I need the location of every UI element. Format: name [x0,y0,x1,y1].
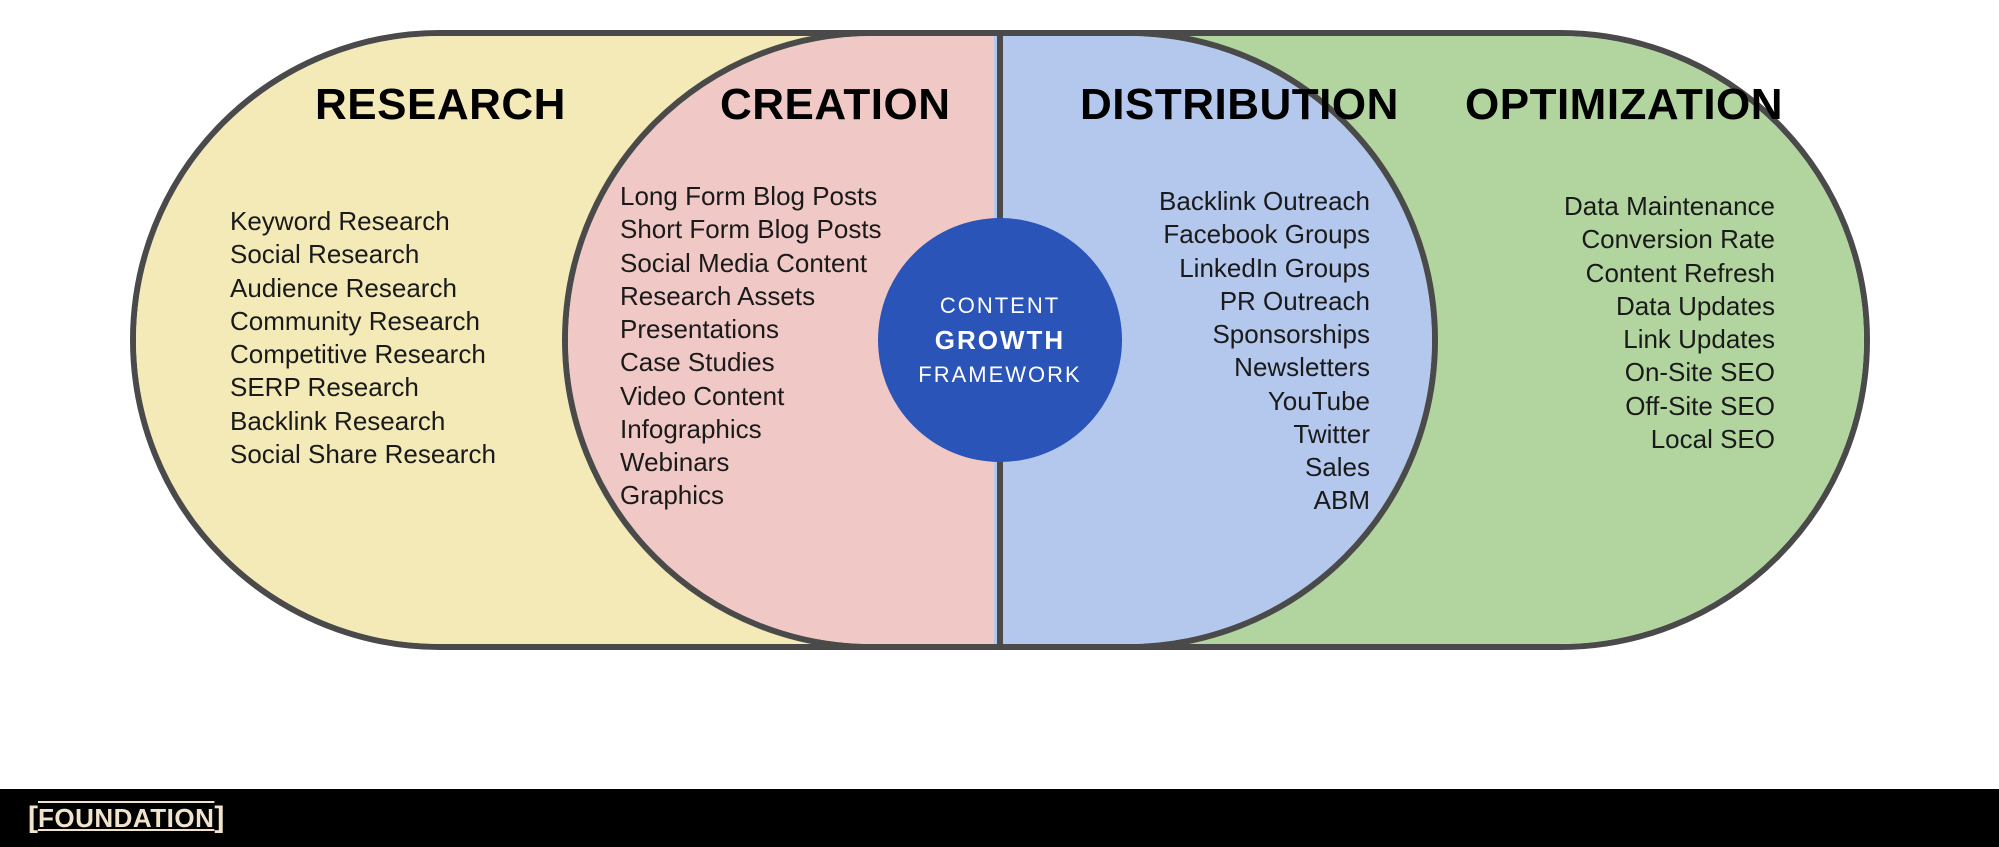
list-item: Community Research [230,305,496,338]
distribution-items: Backlink OutreachFacebook GroupsLinkedIn… [1130,185,1370,518]
list-item: Video Content [620,380,882,413]
list-item: Long Form Blog Posts [620,180,882,213]
list-item: Keyword Research [230,205,496,238]
logo-text: FOUNDATION [38,803,214,834]
list-item: Link Updates [1525,323,1775,356]
list-item: Content Refresh [1525,257,1775,290]
list-item: Sales [1130,451,1370,484]
list-item: YouTube [1130,385,1370,418]
list-item: Social Share Research [230,438,496,471]
optimization-items: Data MaintenanceConversion RateContent R… [1525,190,1775,456]
center-line-2: GROWTH [935,325,1065,356]
list-item: Graphics [620,479,882,512]
list-item: Case Studies [620,346,882,379]
content-growth-diagram: RESEARCH CREATION DISTRIBUTION OPTIMIZAT… [130,30,1870,650]
distribution-title: DISTRIBUTION [1080,80,1399,130]
list-item: Facebook Groups [1130,218,1370,251]
research-title: RESEARCH [315,80,566,130]
research-items: Keyword ResearchSocial ResearchAudience … [230,205,496,471]
center-line-3: FRAMEWORK [918,362,1081,388]
list-item: PR Outreach [1130,285,1370,318]
list-item: On-Site SEO [1525,356,1775,389]
list-item: Short Form Blog Posts [620,213,882,246]
list-item: SERP Research [230,371,496,404]
center-circle: CONTENT GROWTH FRAMEWORK [878,218,1122,462]
list-item: Local SEO [1525,423,1775,456]
list-item: Audience Research [230,272,496,305]
list-item: Data Updates [1525,290,1775,323]
list-item: Webinars [620,446,882,479]
optimization-title: OPTIMIZATION [1465,80,1783,130]
list-item: Conversion Rate [1525,223,1775,256]
creation-items: Long Form Blog PostsShort Form Blog Post… [620,180,882,513]
list-item: Infographics [620,413,882,446]
list-item: Off-Site SEO [1525,390,1775,423]
list-item: LinkedIn Groups [1130,252,1370,285]
list-item: Presentations [620,313,882,346]
logo-bracket-left: [ [28,803,38,833]
center-line-1: CONTENT [940,293,1060,319]
list-item: Backlink Research [230,405,496,438]
list-item: Social Research [230,238,496,271]
list-item: Competitive Research [230,338,496,371]
list-item: Research Assets [620,280,882,313]
list-item: Data Maintenance [1525,190,1775,223]
creation-title: CREATION [720,80,951,130]
foundation-logo: [ FOUNDATION ] [28,803,224,834]
list-item: Sponsorships [1130,318,1370,351]
list-item: Social Media Content [620,247,882,280]
footer-bar: [ FOUNDATION ] [0,789,1999,847]
list-item: Newsletters [1130,351,1370,384]
list-item: Twitter [1130,418,1370,451]
list-item: Backlink Outreach [1130,185,1370,218]
logo-bracket-right: ] [214,803,224,833]
list-item: ABM [1130,484,1370,517]
